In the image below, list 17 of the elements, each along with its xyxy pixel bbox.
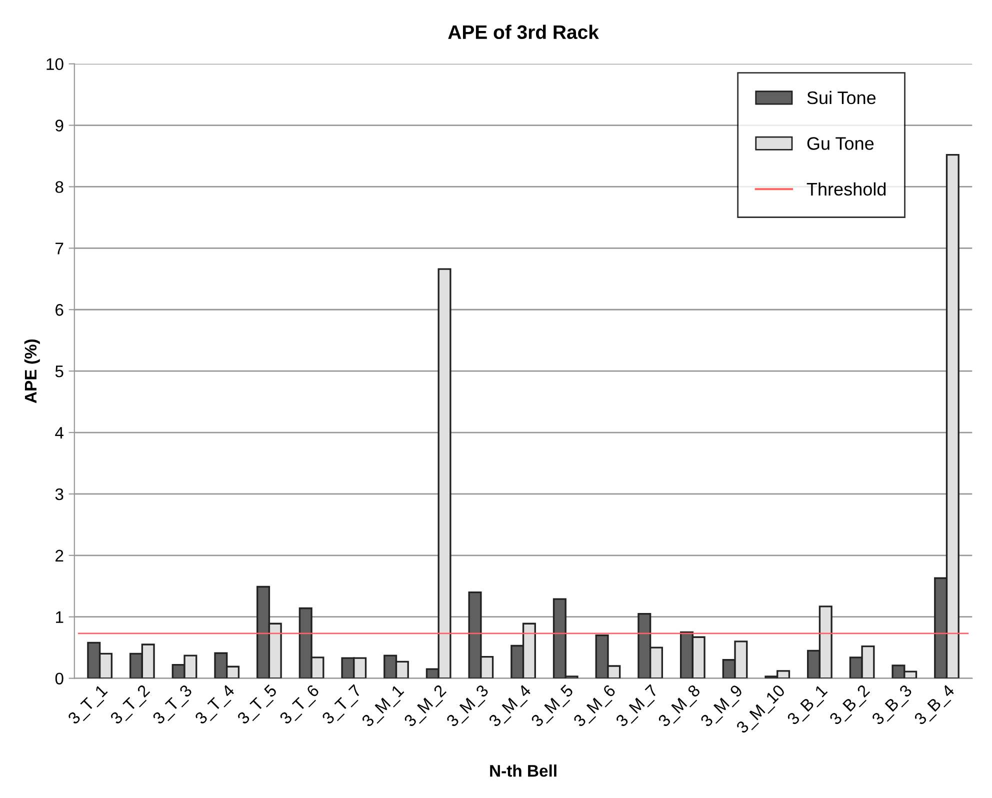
chart-title: APE of 3rd Rack [448, 24, 599, 40]
y-tick-label: 9 [55, 120, 64, 132]
y-tick-label: 1 [56, 611, 64, 623]
y-tick-label: 2 [56, 550, 64, 562]
y-tick-label: 6 [56, 304, 64, 316]
y-tick-label: 3 [55, 488, 64, 500]
x-axis-title: N-th Bell [490, 764, 556, 777]
legend-label: Gu Tone [807, 137, 874, 150]
y-axis-title: APE (%) [24, 339, 40, 404]
legend-label: Threshold [806, 182, 886, 196]
y-tick-label: 4 [55, 427, 64, 439]
y-tick-label: 10 [46, 58, 64, 70]
y-tick-label: 8 [55, 181, 64, 193]
y-tick-label: 5 [55, 366, 64, 378]
y-tick-label: 0 [55, 672, 64, 685]
y-tick-label: 7 [56, 242, 64, 254]
legend-label: Sui Tone [807, 90, 876, 104]
